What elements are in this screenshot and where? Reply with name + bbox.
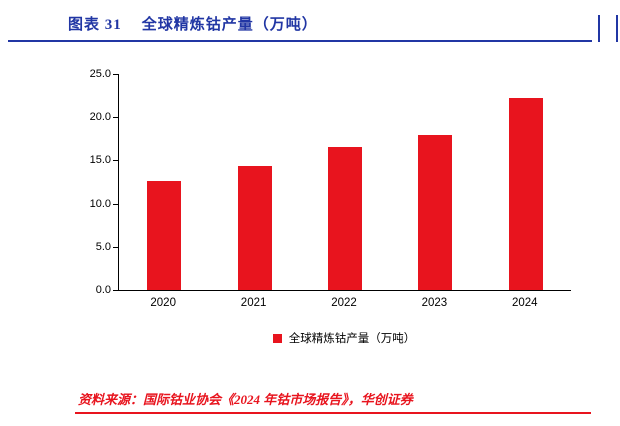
y-axis-tick-label: 0.0: [95, 284, 111, 296]
source-note: 资料来源：国际钴业协会《2024 年钴市场报告》，华创证券: [78, 392, 413, 407]
legend-label: 全球精炼钴产量（万吨）: [288, 333, 416, 345]
footer-underline: [75, 412, 591, 414]
y-axis-tick-mark: [113, 290, 118, 291]
y-axis-tick-label: 15.0: [89, 154, 111, 167]
legend-color-swatch: [272, 333, 282, 343]
bar-chart-plot-area: 0.0 5.0 10.0 15.0 20.0 25.0: [90, 68, 571, 296]
x-axis-tick-label: 2022: [331, 297, 357, 309]
figure-header: 图表 31 全球精炼钴产量（万吨）: [68, 13, 318, 35]
y-axis-tick-label: 5.0: [95, 240, 111, 253]
header-underline: [8, 40, 592, 42]
y-axis-tick-label: 25.0: [89, 68, 111, 80]
chart-legend: 全球精炼钴产量（万吨）: [118, 330, 570, 346]
y-axis-tick-mark: [113, 203, 118, 205]
y-axis-tick-mark: [113, 117, 118, 119]
y-axis-tick-label: 10.0: [89, 197, 111, 210]
table-border-line: [598, 15, 600, 42]
x-axis-tick-label: 2020: [150, 297, 176, 309]
bar-2023: [418, 135, 453, 290]
x-axis-labels: 2020 2021 2022 2023 2024: [118, 297, 570, 313]
bar-2021: [237, 165, 272, 290]
figure-title: 全球精炼钴产量（万吨）: [141, 17, 318, 33]
page-edge-line: [616, 15, 618, 42]
bar-2022: [328, 147, 362, 290]
bar-2024: [508, 98, 543, 290]
figure-number-label: 图表 31: [68, 17, 122, 33]
x-axis-tick-label: 2024: [512, 297, 538, 309]
x-axis-tick-label: 2023: [421, 297, 448, 309]
y-axis-tick-mark: [113, 160, 118, 162]
y-axis-tick-mark: [113, 74, 118, 75]
bar-2020: [147, 181, 182, 290]
y-axis-tick-mark: [113, 246, 118, 248]
x-axis-tick-label: 2021: [240, 297, 267, 309]
y-axis-tick-label: 20.0: [89, 111, 111, 124]
